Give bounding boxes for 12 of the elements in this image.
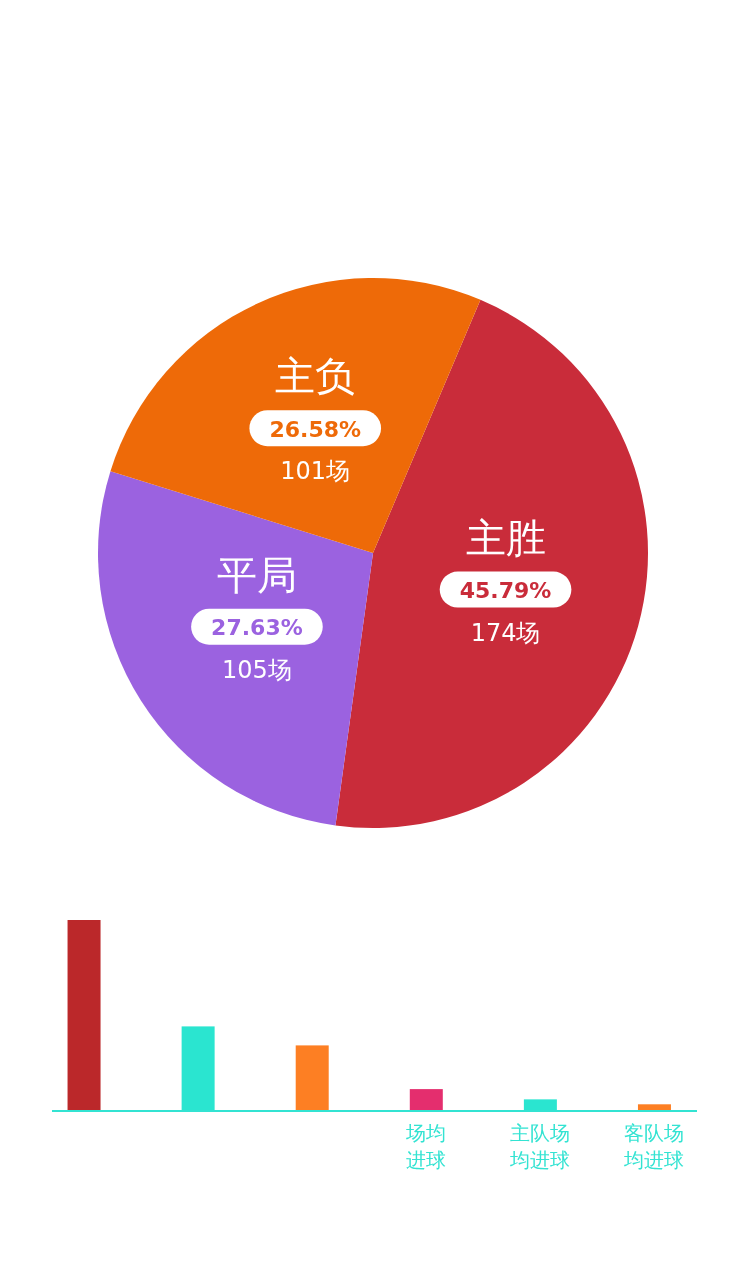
text: 174场: [470, 618, 541, 647]
slice-label: 主胜: [465, 514, 546, 561]
x-tick-label: 场均进球: [405, 1121, 447, 1172]
data-label: 27.63%: [211, 615, 303, 641]
x-tick-label: 客队场均进球: [623, 1121, 685, 1172]
text: 101场: [280, 457, 351, 486]
data-label: 45.79%: [459, 578, 552, 604]
text: 105场: [222, 655, 292, 684]
slice-label: 平局: [216, 551, 297, 598]
data-label: 26.58%: [269, 416, 362, 442]
slice-label: 主负: [275, 353, 356, 400]
x-tick-label: 主队场均进球: [509, 1121, 571, 1172]
